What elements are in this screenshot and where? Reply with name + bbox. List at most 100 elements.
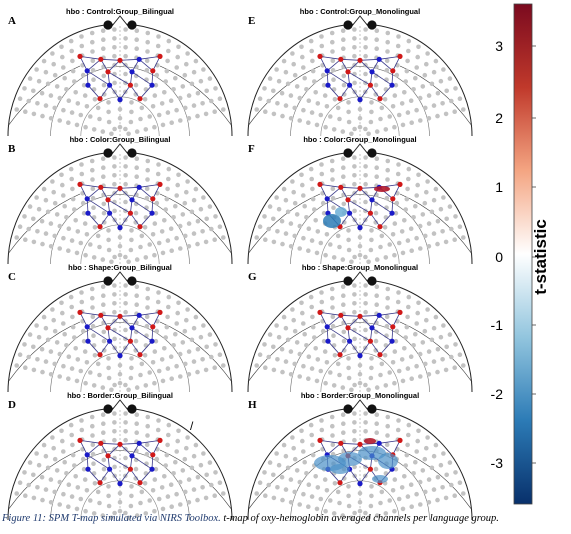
caption-rest: t-map of oxy-hemoglobin averaged channel…	[220, 513, 499, 524]
panel-letter: H	[248, 399, 257, 411]
electrode-dot	[420, 340, 426, 345]
detector-optode	[389, 82, 395, 88]
channel-line	[326, 186, 342, 200]
electrode-dot	[17, 480, 23, 486]
electrode-dot	[276, 206, 282, 212]
electrode-dot	[97, 500, 102, 506]
electrode-dot	[91, 77, 96, 82]
electrode-dot	[112, 27, 117, 32]
electrode-dot	[323, 252, 328, 258]
electrode-dot	[440, 357, 445, 362]
electrode-dot	[352, 45, 357, 50]
electrode-dot	[143, 471, 149, 476]
electrode-dot	[165, 186, 170, 192]
electrode-dot	[352, 126, 357, 132]
electrode-dot	[368, 375, 374, 381]
electrode-dot	[414, 491, 419, 497]
channel-line	[319, 440, 341, 444]
electrode-dot	[193, 58, 199, 64]
electrode-dot	[159, 229, 165, 234]
electrode-dot	[143, 343, 149, 348]
channel-line	[371, 199, 393, 214]
electrode-dot	[31, 472, 36, 478]
electrode-dot	[165, 442, 170, 448]
electrode-dot	[384, 195, 390, 201]
electrode-dot	[306, 376, 311, 382]
electrode-dot	[330, 39, 335, 45]
electrode-dot	[415, 54, 421, 60]
electrode-dot	[195, 369, 200, 375]
electrode-dot	[186, 349, 192, 354]
detector-optode	[369, 325, 375, 331]
electrode-dot	[90, 67, 96, 73]
electrode-dot	[340, 28, 346, 33]
channel-line	[359, 316, 373, 329]
electrode-dot	[155, 43, 161, 49]
electrode-dot	[101, 37, 106, 42]
electrode-dot	[425, 307, 430, 312]
electrode-dot	[329, 414, 335, 420]
electrode-dot	[126, 387, 131, 392]
channel-network	[77, 53, 163, 103]
electrode-dot	[186, 500, 192, 505]
electrode-dot	[23, 365, 28, 371]
channel-line	[370, 84, 381, 99]
electrode-dot	[54, 84, 60, 89]
electrode-dot	[297, 374, 303, 379]
electrode-dot	[431, 231, 437, 236]
electrode-dot	[184, 189, 189, 195]
electrode-dot	[145, 30, 151, 36]
channel-line	[138, 314, 154, 328]
activation-blob	[338, 452, 362, 466]
electrode-dot	[156, 162, 161, 167]
electrode-dot	[102, 348, 107, 353]
electrode-dot	[267, 204, 273, 209]
channel-line	[370, 212, 381, 227]
electrode-dot	[357, 252, 363, 258]
electrode-dot	[420, 468, 426, 473]
channel-line	[87, 212, 101, 227]
electrode-dot	[60, 182, 65, 188]
electrode-dot	[310, 196, 316, 202]
electrode-dot	[409, 376, 415, 382]
source-optode	[317, 181, 323, 187]
electrode-dot	[330, 177, 335, 182]
source-optode	[98, 312, 104, 318]
electrode-dot	[112, 429, 117, 434]
electrode-dot	[330, 49, 335, 54]
channel-line	[79, 184, 88, 199]
electrode-dot	[313, 346, 319, 351]
detector-optode	[85, 210, 91, 216]
electrode-dot	[383, 471, 389, 476]
channel-line	[340, 314, 361, 317]
electrode-dot	[300, 438, 305, 444]
electrode-dot	[322, 93, 328, 98]
electrode-dot	[45, 81, 51, 87]
electrode-dot	[461, 491, 466, 496]
electrode-dot	[449, 98, 454, 104]
colorbar-tick-label: 1	[495, 179, 503, 195]
electrode-dot	[424, 61, 429, 67]
electrode-dot	[352, 173, 357, 178]
electrode-dot	[139, 361, 145, 367]
reference-dot	[127, 404, 137, 414]
electrode-dot	[144, 442, 150, 448]
electrode-dot	[422, 200, 428, 206]
electrode-dot	[101, 73, 107, 79]
channel-network	[317, 309, 403, 359]
electrode-dot	[36, 78, 42, 84]
electrode-dot	[62, 203, 67, 209]
electrode-dot	[102, 476, 107, 481]
electrode-dot	[95, 233, 101, 239]
electrode-dot	[328, 114, 333, 119]
source-optode	[150, 324, 156, 330]
electrode-dot	[324, 232, 330, 237]
electrode-dot	[363, 199, 368, 205]
electrode-dot	[457, 96, 463, 101]
electrode-dot	[357, 243, 363, 249]
reference-dot	[127, 276, 137, 286]
channel-line	[99, 340, 110, 355]
electrode-dot	[193, 186, 199, 192]
